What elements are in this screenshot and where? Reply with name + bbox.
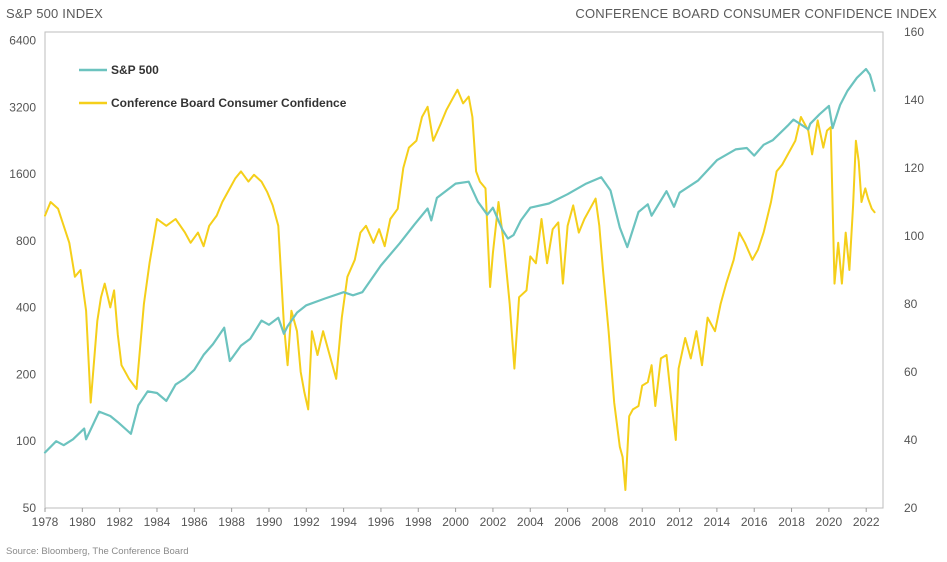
x-tick-label: 2018 [778, 515, 805, 529]
x-tick-label: 1988 [218, 515, 245, 529]
legend: S&P 500 Conference Board Consumer Confid… [79, 63, 347, 110]
left-tick-label: 200 [16, 367, 36, 381]
legend-label-sp500: S&P 500 [111, 63, 159, 77]
plot-frame [44, 31, 884, 509]
x-tick-label: 1990 [256, 515, 283, 529]
x-tick-label: 2020 [816, 515, 843, 529]
x-tick-label: 2012 [666, 515, 693, 529]
left-tick-label: 3200 [9, 100, 36, 114]
x-tick-label: 2022 [853, 515, 880, 529]
x-tick-label: 1982 [106, 515, 133, 529]
x-tick-label: 1996 [368, 515, 395, 529]
x-tick-label: 2004 [517, 515, 544, 529]
x-tick-label: 1984 [144, 515, 171, 529]
x-tick-label: 1980 [69, 515, 96, 529]
x-tick-label: 1998 [405, 515, 432, 529]
right-tick-label: 160 [904, 25, 924, 39]
right-tick-label: 20 [904, 501, 918, 515]
left-tick-label: 6400 [9, 34, 36, 48]
left-tick-label: 1600 [9, 167, 36, 181]
source-note: Source: Bloomberg, The Conference Board [6, 546, 189, 557]
x-tick-label: 2016 [741, 515, 768, 529]
x-tick-label: 2010 [629, 515, 656, 529]
right-axis-title: CONFERENCE BOARD CONSUMER CONFIDENCE IND… [575, 6, 937, 21]
x-tick-label: 2014 [704, 515, 731, 529]
x-tick-label: 2006 [554, 515, 581, 529]
left-tick-label: 100 [16, 434, 36, 448]
sp500-line [43, 67, 876, 454]
x-axis-ticks: 1978 1980 1982 1984 1986 1988 1990 1992 1994 1996… [32, 508, 880, 529]
x-tick-label: 1986 [181, 515, 208, 529]
right-tick-label: 140 [904, 93, 924, 107]
series-lines [43, 67, 876, 491]
left-tick-label: 800 [16, 234, 36, 248]
x-tick-label: 1994 [330, 515, 357, 529]
right-tick-label: 100 [904, 229, 924, 243]
x-tick-label: 2002 [480, 515, 507, 529]
right-tick-label: 120 [904, 161, 924, 175]
x-tick-label: 2000 [442, 515, 469, 529]
confidence-line [44, 88, 876, 491]
legend-label-confidence: Conference Board Consumer Confidence [111, 96, 347, 110]
left-tick-label: 400 [16, 301, 36, 315]
right-axis-ticks: 20 40 60 80 100 120 140 160 [904, 25, 924, 515]
right-tick-label: 60 [904, 365, 918, 379]
x-tick-label: 2008 [592, 515, 619, 529]
x-tick-label: 1992 [293, 515, 320, 529]
left-tick-label: 50 [23, 501, 37, 515]
right-tick-label: 80 [904, 297, 918, 311]
left-axis-ticks: 50 100 200 400 800 1600 3200 6400 [9, 34, 36, 515]
left-axis-title: S&P 500 INDEX [6, 6, 104, 21]
x-tick-label: 1978 [32, 515, 59, 529]
right-tick-label: 40 [904, 433, 918, 447]
